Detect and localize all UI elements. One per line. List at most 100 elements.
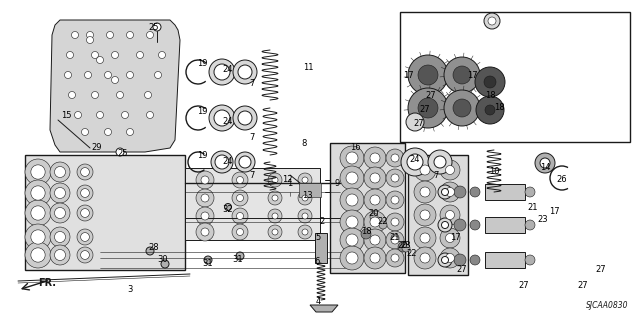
Text: 21: 21: [528, 204, 538, 212]
Circle shape: [402, 244, 410, 252]
Circle shape: [147, 31, 154, 38]
Circle shape: [122, 111, 129, 118]
Text: 27: 27: [413, 118, 424, 127]
Circle shape: [475, 67, 505, 97]
Circle shape: [386, 191, 404, 209]
Circle shape: [445, 188, 454, 196]
Bar: [408, 155, 468, 275]
Circle shape: [215, 155, 229, 169]
Circle shape: [434, 156, 446, 168]
Circle shape: [54, 166, 65, 178]
Circle shape: [525, 187, 535, 197]
Circle shape: [420, 210, 430, 220]
Text: 4: 4: [316, 297, 321, 306]
Circle shape: [442, 257, 449, 263]
Circle shape: [470, 187, 480, 197]
Circle shape: [81, 188, 90, 197]
Circle shape: [391, 254, 399, 262]
Circle shape: [364, 247, 386, 269]
Bar: [485, 184, 525, 200]
Circle shape: [238, 65, 252, 79]
Circle shape: [116, 92, 124, 99]
Circle shape: [401, 148, 429, 176]
Circle shape: [370, 253, 380, 263]
Circle shape: [84, 71, 92, 78]
Circle shape: [209, 59, 235, 85]
Circle shape: [154, 71, 161, 78]
Circle shape: [408, 55, 448, 95]
Circle shape: [414, 181, 436, 203]
Circle shape: [420, 233, 430, 243]
Bar: [485, 252, 525, 268]
Circle shape: [428, 150, 452, 174]
Circle shape: [298, 173, 312, 187]
Circle shape: [272, 177, 278, 183]
Text: 10: 10: [489, 166, 499, 175]
Circle shape: [25, 159, 51, 185]
Circle shape: [406, 113, 424, 131]
Circle shape: [225, 204, 232, 211]
Circle shape: [237, 228, 243, 236]
Circle shape: [414, 159, 436, 181]
Text: 18: 18: [493, 103, 504, 113]
Circle shape: [196, 207, 214, 225]
Circle shape: [233, 106, 257, 130]
Circle shape: [209, 105, 235, 131]
Text: 19: 19: [196, 108, 207, 116]
Text: 18: 18: [361, 228, 371, 236]
Text: 7: 7: [433, 172, 438, 180]
Circle shape: [153, 23, 161, 31]
Circle shape: [127, 71, 134, 78]
Circle shape: [379, 221, 387, 229]
Circle shape: [386, 149, 404, 167]
Circle shape: [298, 209, 312, 223]
Circle shape: [81, 233, 90, 241]
Circle shape: [420, 253, 430, 263]
Circle shape: [445, 211, 454, 220]
Circle shape: [104, 129, 111, 135]
Circle shape: [470, 220, 480, 230]
Circle shape: [54, 250, 65, 260]
Text: 8: 8: [301, 139, 307, 148]
Circle shape: [302, 177, 308, 183]
Circle shape: [25, 180, 51, 206]
Circle shape: [407, 154, 423, 170]
Circle shape: [488, 17, 496, 25]
Circle shape: [340, 246, 364, 270]
Circle shape: [418, 65, 438, 85]
Circle shape: [111, 52, 118, 59]
Text: 25: 25: [118, 148, 128, 157]
Text: 24: 24: [223, 157, 233, 166]
Circle shape: [391, 154, 399, 162]
Circle shape: [268, 173, 282, 187]
Circle shape: [145, 92, 152, 99]
Bar: [25, 155, 185, 270]
Text: 31: 31: [233, 254, 243, 263]
Circle shape: [414, 204, 436, 226]
Circle shape: [386, 213, 404, 231]
Circle shape: [485, 105, 495, 115]
Circle shape: [340, 228, 364, 252]
Circle shape: [232, 190, 248, 206]
Circle shape: [237, 195, 243, 202]
Circle shape: [92, 92, 99, 99]
Circle shape: [201, 176, 209, 184]
Circle shape: [453, 99, 471, 117]
Circle shape: [237, 212, 243, 220]
Circle shape: [232, 224, 248, 240]
Text: SJCAA0830: SJCAA0830: [586, 301, 628, 310]
Circle shape: [54, 188, 65, 198]
Circle shape: [408, 88, 448, 128]
Circle shape: [364, 229, 386, 251]
Text: 24: 24: [223, 66, 233, 75]
Circle shape: [454, 219, 466, 231]
Circle shape: [272, 229, 278, 235]
Circle shape: [196, 171, 214, 189]
Text: 27: 27: [578, 281, 588, 290]
Circle shape: [54, 207, 65, 219]
Circle shape: [77, 205, 93, 221]
Bar: [400, 12, 630, 142]
Circle shape: [214, 64, 230, 80]
Circle shape: [25, 242, 51, 268]
Circle shape: [136, 52, 143, 59]
